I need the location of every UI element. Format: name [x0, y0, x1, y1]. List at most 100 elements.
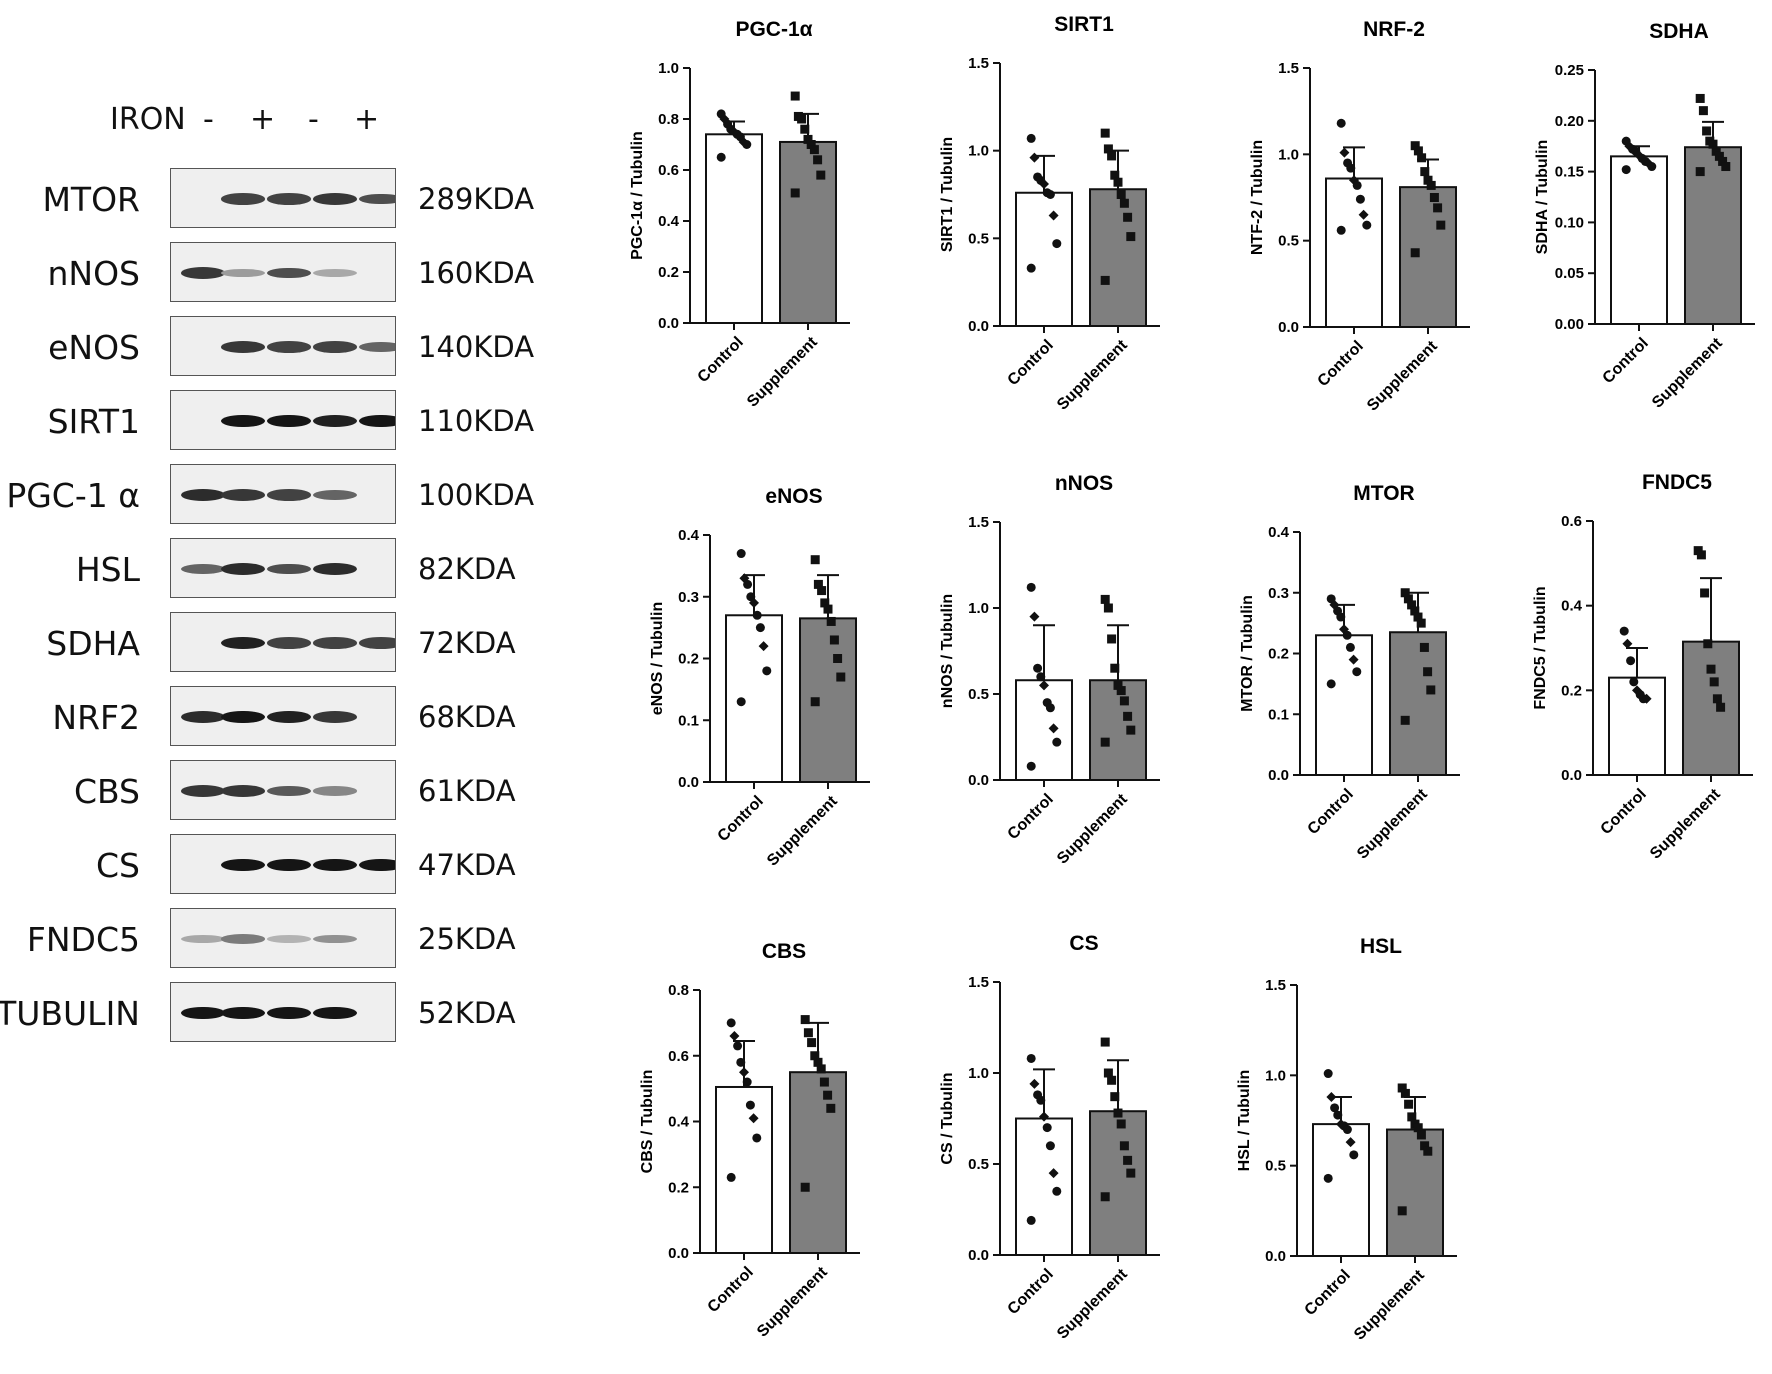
- lane-sign-3: -: [308, 102, 319, 137]
- chart-title: FNDC5: [1642, 471, 1712, 494]
- data-point: [1417, 153, 1427, 163]
- data-point: [1423, 1146, 1433, 1156]
- blot-row-label: eNOS: [48, 328, 140, 367]
- y-tick-label: 1.5: [968, 55, 989, 72]
- data-point: [1416, 618, 1426, 628]
- y-tick-label: 0.0: [1265, 1248, 1286, 1265]
- data-point: [1342, 1125, 1352, 1135]
- data-point: [810, 555, 820, 565]
- data-point: [729, 1031, 740, 1042]
- data-point: [1621, 165, 1631, 175]
- data-point: [1349, 1150, 1359, 1160]
- data-point: [1345, 1137, 1356, 1148]
- y-tick-label: 0.2: [1561, 682, 1582, 699]
- data-point: [752, 610, 762, 620]
- y-tick-label: 0.4: [658, 213, 680, 230]
- data-point: [816, 170, 826, 180]
- data-point: [1641, 693, 1652, 704]
- data-point: [817, 586, 827, 596]
- blot-band: [267, 414, 311, 428]
- blot-band: [359, 414, 395, 428]
- data-point: [755, 623, 765, 633]
- bar-control: [1610, 155, 1668, 325]
- data-point: [1107, 1075, 1117, 1085]
- data-point: [1342, 630, 1352, 640]
- bar-supplement: [1089, 679, 1147, 781]
- blot-row-kda: 25KDA: [418, 922, 516, 956]
- data-point: [1426, 180, 1436, 190]
- blot-strip: [170, 760, 396, 820]
- x-tick-label: Control: [1005, 337, 1057, 389]
- data-point: [1330, 1103, 1340, 1113]
- data-point: [1119, 696, 1129, 706]
- blot-strip: [170, 464, 396, 524]
- bar-supplement: [1399, 186, 1457, 328]
- blot-band: [313, 637, 357, 649]
- data-point: [1026, 263, 1036, 273]
- data-point: [1113, 680, 1123, 690]
- data-point: [742, 1077, 752, 1087]
- blot-strip: [170, 834, 396, 894]
- data-point: [1026, 582, 1036, 592]
- chart-title: PGC-1α: [735, 18, 812, 41]
- data-point: [807, 1038, 817, 1048]
- bar-supplement: [1684, 146, 1742, 325]
- blot-band: [267, 858, 311, 872]
- data-point: [1708, 139, 1718, 149]
- data-point: [823, 1090, 833, 1100]
- x-tick-label: Control: [1315, 338, 1367, 390]
- data-point: [1100, 128, 1110, 138]
- data-point: [803, 1028, 813, 1038]
- blot-row-kda: 289KDA: [418, 182, 535, 216]
- data-point: [1718, 156, 1728, 166]
- x-tick-label: Supplement: [1647, 785, 1724, 862]
- blot-band: [359, 858, 395, 872]
- data-point: [800, 124, 810, 134]
- bar-control: [1015, 1117, 1073, 1256]
- bar-supplement: [1682, 640, 1740, 777]
- data-point: [1433, 203, 1443, 213]
- data-point: [1336, 225, 1346, 235]
- y-tick-label: 0.2: [668, 1179, 689, 1196]
- y-tick-label: 0.20: [1555, 113, 1584, 130]
- data-point: [1626, 656, 1636, 666]
- y-tick-label: 0.5: [1265, 1158, 1286, 1175]
- blot-row-kda: 82KDA: [418, 552, 516, 586]
- data-point: [1048, 723, 1059, 734]
- blot-strip: [170, 168, 396, 228]
- data-point: [1420, 167, 1430, 177]
- data-point: [1119, 198, 1129, 208]
- blot-band: [221, 636, 265, 650]
- data-point: [1622, 638, 1633, 649]
- blot-row-label: SDHA: [46, 624, 140, 663]
- blot-band: [267, 341, 311, 353]
- data-point: [1036, 672, 1046, 682]
- data-point: [1119, 1141, 1129, 1151]
- blot-row-label: CBS: [73, 772, 140, 811]
- chart-title: CBS: [762, 940, 806, 963]
- y-tick-label: 1.0: [1278, 146, 1299, 163]
- y-tick-label: 0.3: [1268, 585, 1289, 602]
- y-tick-label: 0.8: [668, 982, 689, 999]
- data-point: [1100, 737, 1110, 747]
- data-point: [1026, 761, 1036, 771]
- y-tick-label: 0.1: [1268, 706, 1289, 723]
- data-point: [1103, 1068, 1113, 1078]
- blot-band: [313, 268, 357, 278]
- blot-strip: [170, 390, 396, 450]
- x-tick-label: Supplement: [1364, 337, 1441, 414]
- data-point: [1429, 193, 1439, 202]
- western-blot-panel: IRON - + - + MTOR 289KDA nNOS 160KDA eNOS 140…: [0, 0, 540, 1374]
- data-point: [797, 114, 807, 124]
- data-point: [1352, 667, 1362, 677]
- data-point: [739, 1067, 749, 1078]
- blot-band: [313, 489, 357, 501]
- bar-supplement: [1089, 1110, 1147, 1256]
- blot-band: [221, 785, 265, 797]
- data-point: [829, 635, 839, 645]
- data-point: [1695, 93, 1705, 103]
- data-point: [716, 152, 726, 162]
- blot-strip: [170, 242, 396, 302]
- x-tick-label: Supplement: [1054, 790, 1131, 867]
- data-point: [1696, 550, 1706, 560]
